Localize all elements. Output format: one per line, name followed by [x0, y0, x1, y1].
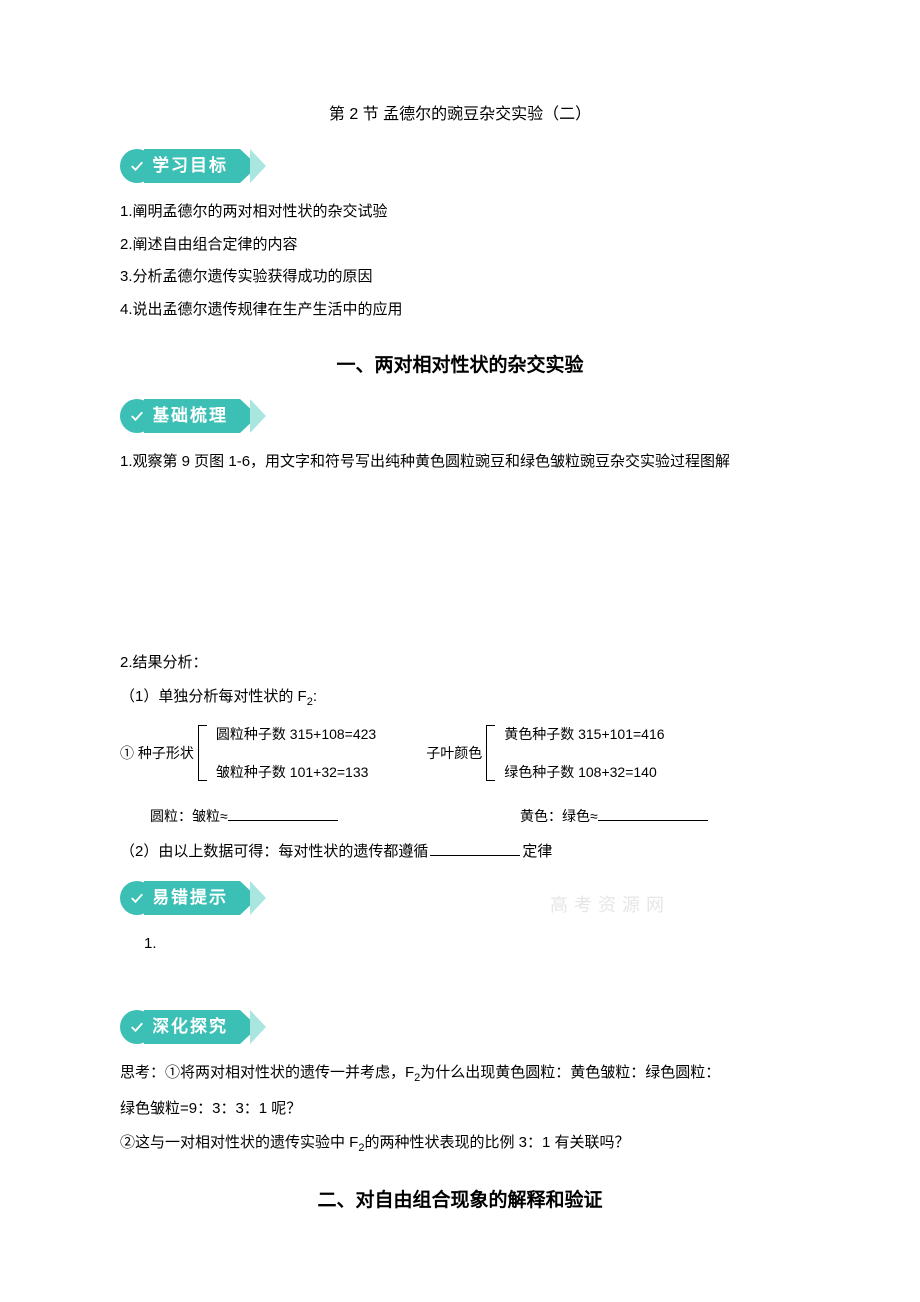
- badge-label: 学习目标: [144, 149, 240, 183]
- page-title: 第 2 节 孟德尔的豌豆杂交实验（二）: [120, 100, 800, 130]
- text: （2）由以上数据可得：每对性状的遗传都遵循: [120, 843, 428, 860]
- spacer: [120, 965, 800, 995]
- analysis-label: 2.结果分析：: [120, 649, 800, 678]
- basics-question-1: 1.观察第 9 页图 1-6，用文字和符号写出纯种黄色圆粒豌豆和绿色皱粒豌豆杂交…: [120, 448, 800, 477]
- brace-item: 圆粒种子数 315+108=423: [216, 721, 376, 748]
- badge-arrow2-icon: [250, 149, 266, 183]
- ratio-row: 圆粒：皱粒≈ 黄色：绿色≈: [150, 803, 800, 830]
- deepen-q1-line2: 绿色皱粒=9：3：3：1 呢？: [120, 1095, 800, 1124]
- fill-blank[interactable]: [598, 807, 708, 821]
- brace-item: 黄色种子数 315+101=416: [504, 721, 664, 748]
- brace-item: 皱粒种子数 101+32=133: [216, 759, 376, 786]
- deepen-q1-line1: 思考：①将两对相对性状的遗传一并考虑，F2为什么出现黄色圆粒：黄色皱粒：绿色圆粒…: [120, 1059, 800, 1089]
- text: 思考：①将两对相对性状的遗传一并考虑，F: [120, 1064, 414, 1081]
- objective-item: 1.阐明孟德尔的两对相对性状的杂交试验: [120, 198, 800, 227]
- fill-blank[interactable]: [430, 841, 520, 856]
- badge-arrow2-icon: [250, 1010, 266, 1044]
- analysis-sub1: （1）单独分析每对性状的 F2:: [120, 683, 800, 713]
- text: 定律: [522, 843, 552, 860]
- badge-label: 易错提示: [144, 881, 240, 915]
- brace-diagram: ① 种子形状 圆粒种子数 315+108=423 皱粒种子数 101+32=13…: [120, 721, 800, 785]
- blank-workspace: [120, 483, 800, 643]
- objective-item: 4.说出孟德尔遗传规律在生产生活中的应用: [120, 296, 800, 325]
- badge-basics: 基础梳理: [120, 398, 800, 438]
- objectives-list: 1.阐明孟德尔的两对相对性状的杂交试验 2.阐述自由组合定律的内容 3.分析孟德…: [120, 198, 800, 324]
- objective-item: 2.阐述自由组合定律的内容: [120, 231, 800, 260]
- text: （1）单独分析每对性状的 F: [120, 688, 307, 705]
- badge-errors: 易错提示: [120, 880, 800, 920]
- badge-objectives: 学习目标: [120, 148, 800, 188]
- text: ②这与一对相对性状的遗传实验中 F: [120, 1134, 358, 1151]
- page-container: 第 2 节 孟德尔的豌豆杂交实验（二） 学习目标 1.阐明孟德尔的两对相对性状的…: [120, 100, 800, 1219]
- badge-arrow2-icon: [250, 881, 266, 915]
- objective-item: 3.分析孟德尔遗传实验获得成功的原因: [120, 263, 800, 292]
- text: 的两种性状表现的比例 3：1 有关联吗？: [364, 1134, 629, 1151]
- analysis-sub2: （2）由以上数据可得：每对性状的遗传都遵循 定律: [120, 838, 800, 867]
- section-1-heading: 一、两对相对性状的杂交实验: [120, 348, 800, 384]
- brace-icon: [198, 721, 206, 785]
- ratio-label: 圆粒：皱粒≈: [150, 803, 228, 830]
- badge-label: 基础梳理: [144, 399, 240, 433]
- error-item-1: 1.: [120, 930, 800, 959]
- badge-label: 深化探究: [144, 1010, 240, 1044]
- text: 为什么出现黄色圆粒：黄色皱粒：绿色圆粒：: [420, 1064, 720, 1081]
- fill-blank[interactable]: [228, 807, 338, 821]
- ratio-label: 黄色：绿色≈: [520, 803, 598, 830]
- brace-label-color: 子叶颜色: [426, 740, 486, 767]
- check-icon: [120, 1010, 154, 1044]
- badge-deepen: 深化探究: [120, 1009, 800, 1049]
- badge-arrow2-icon: [250, 399, 266, 433]
- brace-label-shape: ① 种子形状: [120, 740, 198, 767]
- text: :: [313, 688, 317, 705]
- deepen-q2: ②这与一对相对性状的遗传实验中 F2的两种性状表现的比例 3：1 有关联吗？: [120, 1129, 800, 1159]
- brace-item: 绿色种子数 108+32=140: [504, 759, 664, 786]
- section-2-heading: 二、对自由组合现象的解释和验证: [120, 1183, 800, 1219]
- brace-icon: [486, 721, 494, 785]
